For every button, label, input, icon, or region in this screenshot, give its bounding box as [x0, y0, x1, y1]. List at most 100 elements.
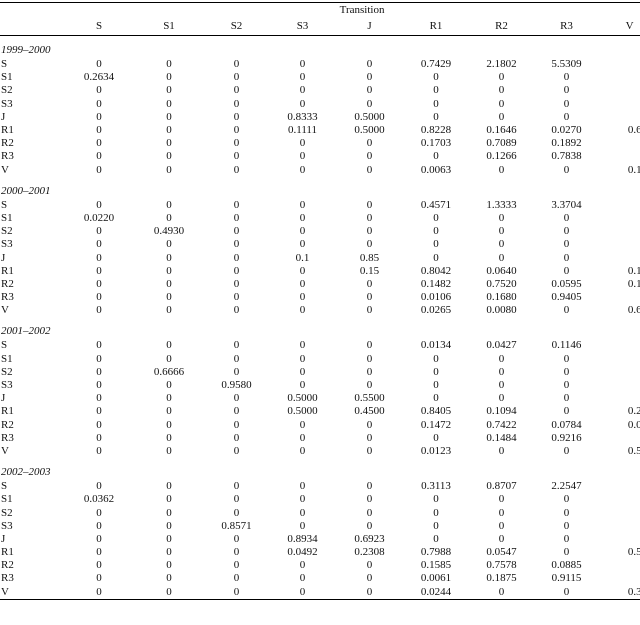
table-cell: 0.2727: [627, 405, 640, 418]
table-cell: 0: [366, 58, 373, 71]
table-cell: 0: [299, 84, 306, 97]
table-cell: 0: [433, 519, 439, 532]
table-cell: 0: [233, 71, 240, 84]
table-cell: 0: [599, 212, 640, 225]
table-cell: 0: [498, 532, 505, 545]
table-cell: 0: [366, 444, 373, 457]
table-cell: 0: [166, 163, 172, 176]
table-row: R2 0 0 0 0 0 0.1585 0.7578 0.0885 0: [0, 559, 640, 572]
table-cell: 0.1250: [627, 277, 640, 290]
row-label: S2: [1, 365, 13, 378]
table-cell: 0: [563, 585, 570, 598]
table-cell: 0: [166, 339, 172, 352]
table-cell: 0: [366, 238, 373, 251]
spanner-heading: Transition: [339, 3, 385, 16]
table-cell: 0: [498, 365, 505, 378]
table-cell: 0: [366, 304, 373, 317]
row-label: J: [1, 392, 6, 405]
table-body: 1999–2000S000000.74292.18025.53090S10.26…: [0, 36, 640, 600]
table-cell: 0: [166, 405, 172, 418]
table-cell: 0: [599, 520, 640, 533]
table-cell: 0.5000: [354, 110, 385, 123]
table-cell: 0: [563, 264, 570, 277]
table-row: R3 0 0 0 0 0 0.0106 0.1680 0.9405 0: [0, 291, 640, 304]
table-cell: 0.0909: [627, 418, 640, 431]
table-cell: 0: [166, 291, 172, 304]
table-cell: 0: [233, 110, 240, 123]
table-cell: 0: [299, 418, 306, 431]
table-cell: 0: [96, 264, 102, 277]
table-cell: 0: [166, 211, 172, 224]
table-cell: 0.0362: [83, 493, 115, 506]
table-cell: 0.7988: [420, 546, 452, 559]
row-label: S2: [1, 506, 13, 519]
table-cell: 0.1585: [420, 559, 452, 572]
table-cell: 0: [96, 444, 102, 457]
table-cell: 0: [599, 339, 640, 352]
column-header: S: [95, 19, 103, 32]
table-cell: 0: [299, 572, 306, 585]
table-cell: 0: [96, 365, 102, 378]
table-cell: 0: [498, 444, 505, 457]
table-cell: 0.8333: [287, 110, 318, 123]
table-cell: 0: [563, 506, 570, 519]
table-row: S 0 0 0 0 0 0.0134 0.0427 0.1146 0: [0, 339, 640, 352]
table-cell: 0: [366, 71, 373, 84]
table-cell: 0: [599, 58, 640, 71]
table-cell: 0.0595: [551, 277, 582, 290]
row-label: V: [1, 444, 9, 457]
table-cell: 0: [498, 238, 505, 251]
row-label: S: [1, 480, 8, 493]
table-cell: 0.0220: [83, 211, 115, 224]
table-cell: 0.7520: [486, 277, 517, 290]
table-cell: 0: [366, 418, 373, 431]
table-cell: 0: [233, 506, 240, 519]
table-cell: 0.2308: [354, 546, 385, 559]
table-cell: 0: [96, 238, 102, 251]
table-cell: 0: [366, 211, 373, 224]
table-cell: 0: [563, 519, 570, 532]
table-cell: 0.1111: [287, 124, 318, 137]
row-label: S1: [1, 493, 13, 506]
table-cell: 0: [96, 418, 102, 431]
table-cell: 0.15: [359, 264, 380, 277]
table-cell: 0.1680: [486, 291, 517, 304]
table-cell: 0: [366, 572, 373, 585]
table-cell: 0: [599, 84, 640, 97]
table-cell: 0: [599, 379, 640, 392]
table-cell: 0: [433, 211, 439, 224]
table-cell: 0: [166, 418, 172, 431]
table-row: S 0 0 0 0 0 0.4571 1.3333 3.3704 0: [0, 199, 640, 212]
table-row: V 0 0 0 0 0 0.0244 0 0 0.3750: [0, 586, 640, 600]
table-cell: 0.0106: [420, 291, 452, 304]
table-cell: 0.0784: [551, 418, 582, 431]
table-row: J 0 0 0 0.8934 0.6923 0 0 0 0: [0, 533, 640, 546]
table-cell: 0: [498, 506, 505, 519]
table-cell: 0: [366, 163, 373, 176]
section-row: 1999–2000: [0, 36, 640, 59]
table-cell: 0.1094: [486, 405, 517, 418]
table-cell: 0: [433, 97, 439, 110]
table-cell: 0.3113: [421, 480, 451, 493]
table-row: R1 0 0 0 0.1111 0.5000 0.8228 0.1646 0.0270 0.625…: [0, 124, 640, 137]
table-cell: 0.5000: [287, 392, 318, 405]
table-cell: 0: [96, 572, 102, 585]
table-cell: 0.0123: [420, 444, 452, 457]
table-cell: 0.85: [359, 251, 380, 264]
table-cell: 0: [563, 405, 570, 418]
section-row: 2002–2003: [0, 458, 640, 480]
row-label: S1: [1, 71, 13, 84]
table-cell: 0: [166, 392, 172, 405]
table-cell: 0.0885: [551, 559, 582, 572]
table-cell: 0: [299, 480, 306, 493]
table-cell: 0.4500: [354, 405, 385, 418]
table-cell: 0: [599, 392, 640, 405]
table-row: V 0 0 0 0 0 0.0063 0 0 0.1250: [0, 164, 640, 177]
table-cell: 0: [96, 150, 102, 163]
table-cell: 0: [299, 97, 306, 110]
table-cell: 0.5000: [627, 546, 640, 559]
table-cell: 0.7578: [486, 559, 517, 572]
table-row: R3 0 0 0 0 0 0 0.1266 0.7838 0: [0, 150, 640, 163]
table-cell: 0: [299, 137, 306, 150]
